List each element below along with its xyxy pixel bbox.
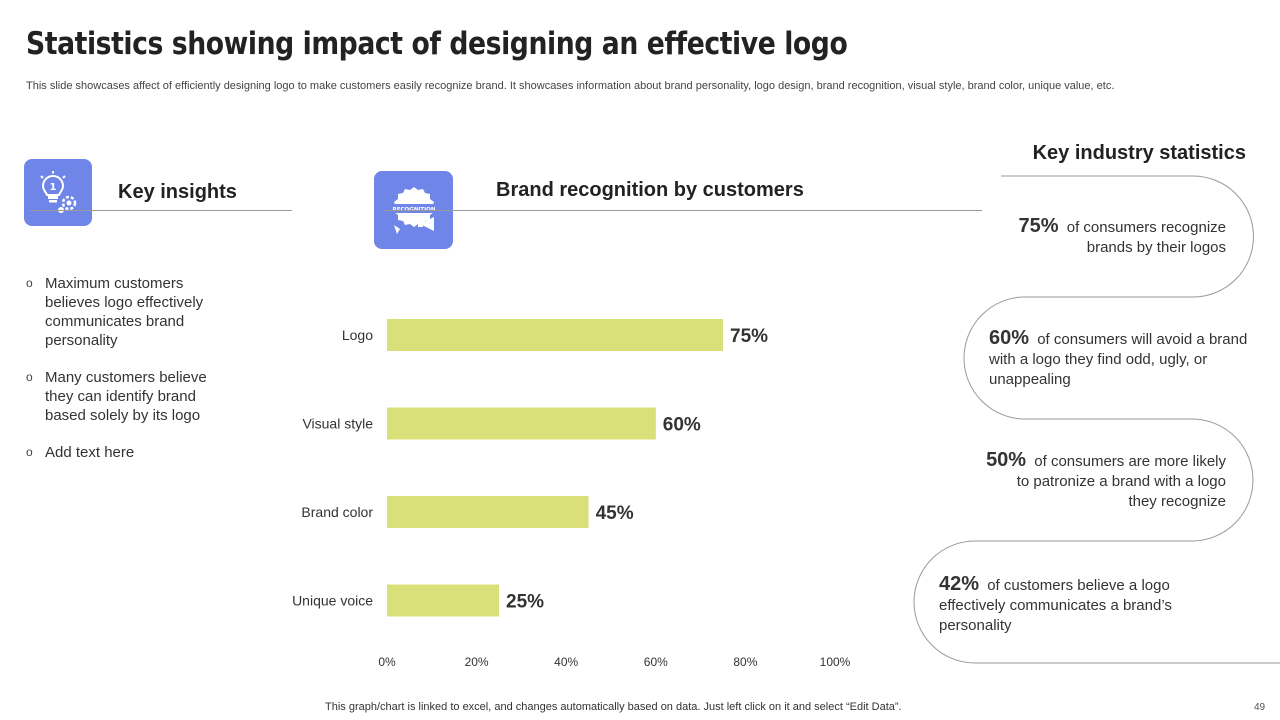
data-label: 75% [730,326,768,347]
stat-percent: 42% [939,573,980,595]
stat-item: 60% of consumers will avoid a brand with… [989,328,1254,390]
category-label: Unique voice [292,593,373,609]
stat-percent: 75% [1018,215,1059,237]
x-tick-label: 80% [733,655,757,669]
stat-description: of customers believe a logo effectively … [939,577,1172,634]
category-label: Logo [342,327,373,343]
page-title: Statistics showing impact of designing a… [26,26,848,62]
stat-connector-line [1001,175,1254,298]
lightbulb-gear-icon: 1 [24,159,92,226]
svg-text:1: 1 [50,182,57,193]
chart-heading: Brand recognition by customers [496,179,804,201]
data-label: 60% [663,415,701,436]
bar [387,496,589,528]
bullet-icon: o [26,276,33,290]
x-tick-label: 40% [554,655,578,669]
bullet-icon: o [26,370,33,384]
stat-percent: 60% [989,327,1030,349]
data-label: 45% [596,503,634,524]
stat-description: of consumers recognize brands by their l… [1066,219,1226,256]
x-tick-label: 0% [378,655,396,669]
bar [387,584,499,617]
stat-connector-line [963,296,1193,420]
stat-item: 50% of consumers are more likely to patr… [986,450,1226,512]
bullet-icon: o [26,445,33,459]
chart-divider [384,210,982,211]
insights-heading: Key insights [118,181,237,203]
footer-note: This graph/chart is linked to excel, and… [325,701,902,713]
x-tick-label: 100% [820,655,851,669]
bar [387,407,656,440]
bar [387,319,723,351]
x-tick-label: 20% [465,655,489,669]
page-subtitle: This slide showcases affect of efficient… [26,80,1115,92]
page-number: 49 [1254,702,1266,713]
stat-description: of consumers are more likely to patroniz… [1016,453,1226,510]
stat-item: 75% of consumers recognize brands by the… [986,216,1226,258]
data-label: 25% [506,592,544,613]
category-label: Brand color [301,504,373,520]
insight-item: o Add text here [26,444,135,461]
stat-item: 42% of customers believe a logo effectiv… [939,574,1204,636]
category-label: Visual style [302,416,373,432]
stats-heading: Key industry statistics [1032,142,1246,164]
stat-percent: 50% [986,449,1027,471]
insights-list: o Maximum customers believes logo effect… [26,274,226,480]
stat-description: of consumers will avoid a brand with a l… [989,331,1248,388]
insight-item: o Many customers believe they can identi… [26,369,207,424]
stat-connector-line [913,540,1280,664]
x-tick-label: 60% [644,655,668,669]
insight-item: o Maximum customers believes logo effect… [26,275,204,349]
bar-chart: Logo 75% Visual style 60% Brand color 45% Uniq… [292,319,851,669]
insights-divider [30,210,292,211]
stat-connector-line [1025,418,1254,542]
